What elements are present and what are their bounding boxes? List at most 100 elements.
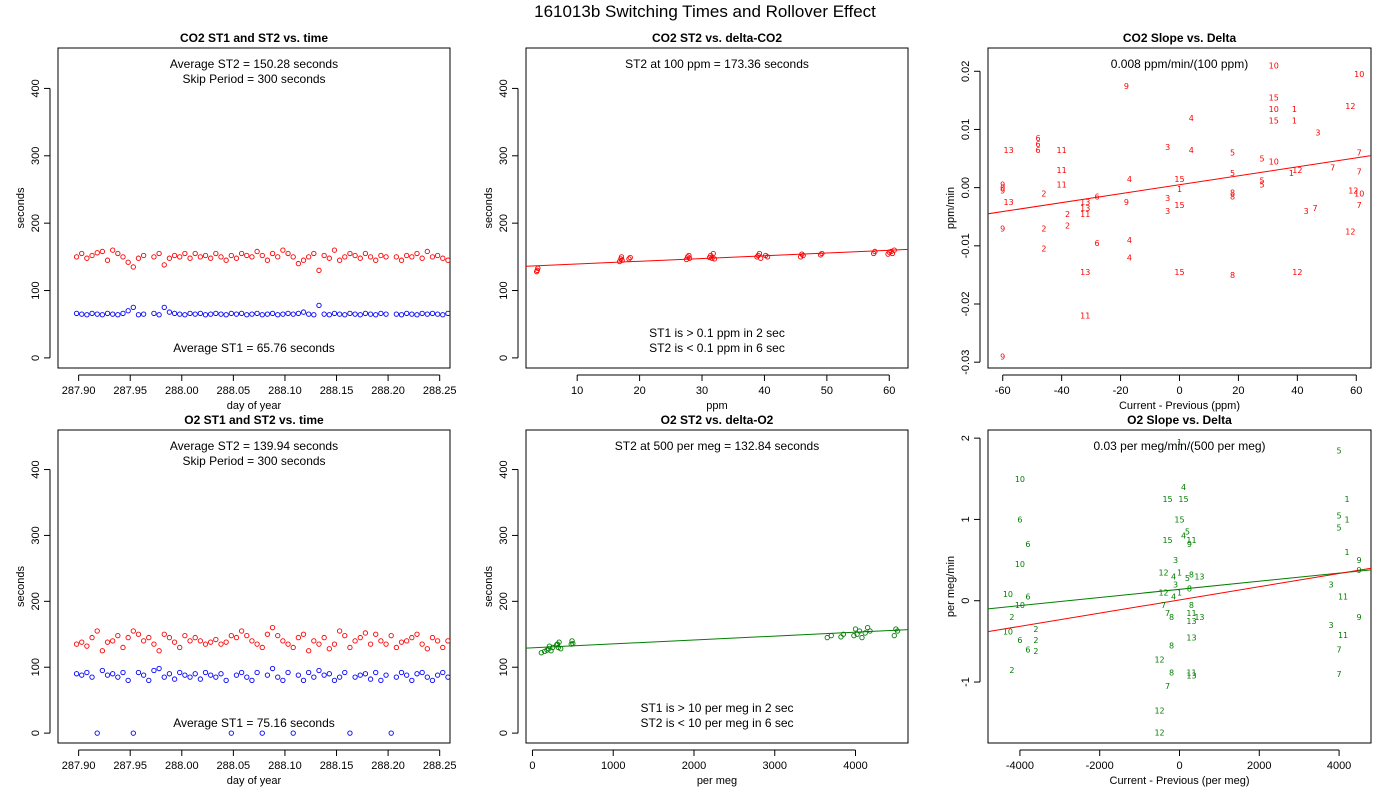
data-point: [378, 677, 384, 684]
data-point-label: 1: [1177, 185, 1182, 194]
data-point: [569, 638, 575, 644]
y-axis: 0 100 200 300 400 seconds: [483, 79, 519, 361]
data-point-label: 11: [1080, 312, 1090, 321]
data-point: [94, 628, 100, 634]
plot-area: [526, 625, 908, 656]
y-tick-label: 0.02: [960, 61, 972, 82]
x-axis-label: per meg: [697, 775, 737, 787]
data-point-label: 2: [1041, 189, 1046, 198]
x-tick-label: 2000: [1247, 760, 1271, 772]
data-point: [290, 254, 296, 260]
data-point: [244, 312, 250, 318]
data-point: [862, 630, 868, 636]
data-point-label: 7: [1337, 670, 1342, 679]
data-point: [249, 677, 255, 684]
data-point: [295, 310, 302, 317]
data-point: [259, 312, 265, 318]
data-point: [213, 674, 219, 680]
data-point: [461, 312, 465, 316]
data-point: [300, 677, 307, 684]
x-tick-label: 0: [529, 760, 535, 772]
x-tick-label: 288.20: [371, 760, 405, 772]
data-point: [99, 312, 106, 318]
data-point: [451, 255, 455, 259]
data-point: [130, 304, 136, 311]
y-tick-label: 100: [30, 658, 42, 676]
data-point-label: 10: [1269, 105, 1279, 114]
y-tick-label: 0: [498, 355, 510, 361]
data-point: [254, 641, 260, 647]
data-point-label: 4: [1189, 146, 1194, 155]
data-point-label: 6: [1025, 540, 1030, 549]
data-point: [838, 634, 844, 640]
x-tick-label: 60: [1350, 385, 1362, 397]
data-point-label: 13: [1186, 633, 1196, 642]
data-point: [177, 644, 183, 651]
data-point: [619, 257, 625, 263]
data-point: [94, 311, 100, 317]
data-point: [228, 310, 234, 317]
data-point: [311, 250, 317, 257]
data-point: [440, 644, 446, 651]
data-point: [800, 252, 806, 259]
x-tick-label: 40: [758, 385, 770, 397]
x-tick-label: 288.15: [320, 760, 354, 772]
chart-co2_time: CO2 ST1 and ST2 vs. time 287.90 287.95 288.…: [15, 31, 465, 412]
x-tick-label: 288.25: [423, 760, 457, 772]
data-point: [398, 257, 405, 263]
data-point: [120, 254, 126, 260]
data-point: [362, 250, 369, 257]
data-point: [367, 254, 374, 260]
data-point: [440, 312, 446, 318]
plot-frame: [525, 47, 909, 369]
data-point-label: 9: [1356, 566, 1361, 575]
data-point-label: 7: [1357, 149, 1362, 158]
data-point-label: 11: [1186, 668, 1196, 677]
data-point: [419, 310, 425, 317]
data-point: [280, 677, 286, 684]
data-point: [854, 631, 860, 637]
data-point-label: 13: [1194, 613, 1204, 622]
data-point-label: 11: [1057, 146, 1067, 155]
data-point: [556, 639, 562, 645]
data-point: [306, 669, 312, 676]
data-point: [161, 304, 167, 311]
data-point-label: 9: [1000, 181, 1005, 190]
x-tick-label: 60: [883, 385, 895, 397]
data-point: [434, 252, 441, 259]
data-point: [419, 641, 425, 647]
data-point-label: 9: [1356, 556, 1361, 565]
data-point: [228, 252, 234, 259]
data-point: [864, 625, 871, 631]
chart-co2_slope: CO2 Slope vs. Delta-60 -40 -20 0 20 40 60Curre…: [945, 31, 1372, 412]
data-point: [342, 254, 348, 260]
data-point: [223, 677, 229, 684]
data-point: [445, 674, 450, 680]
y-tick-label: -0.03: [960, 350, 972, 375]
data-point: [202, 669, 209, 676]
data-point: [891, 632, 897, 639]
data-point: [249, 254, 255, 260]
data-point: [182, 312, 188, 318]
data-point-label: 4: [1181, 532, 1186, 541]
data-point: [182, 250, 188, 257]
data-point: [110, 247, 116, 253]
data-point: [686, 255, 693, 261]
y-tick-label: 1: [960, 516, 972, 522]
data-point: [254, 248, 260, 255]
chart-co2_delta: CO2 ST2 vs. delta-CO2 10 20 30 40 50 60 ppm 0 100…: [483, 31, 909, 412]
data-point: [151, 254, 157, 260]
data-point: [456, 670, 460, 674]
data-point: [828, 632, 834, 639]
data-point: [280, 247, 286, 253]
data-point-label: 8: [1189, 601, 1194, 610]
data-point: [264, 672, 271, 678]
y-tick-label: 0: [30, 355, 42, 361]
data-point: [187, 310, 193, 317]
data-point: [208, 311, 214, 317]
data-point-label: 6: [1017, 636, 1022, 645]
data-point: [404, 672, 410, 678]
data-point: [867, 628, 873, 634]
data-point: [259, 644, 265, 651]
data-point: [627, 254, 633, 261]
